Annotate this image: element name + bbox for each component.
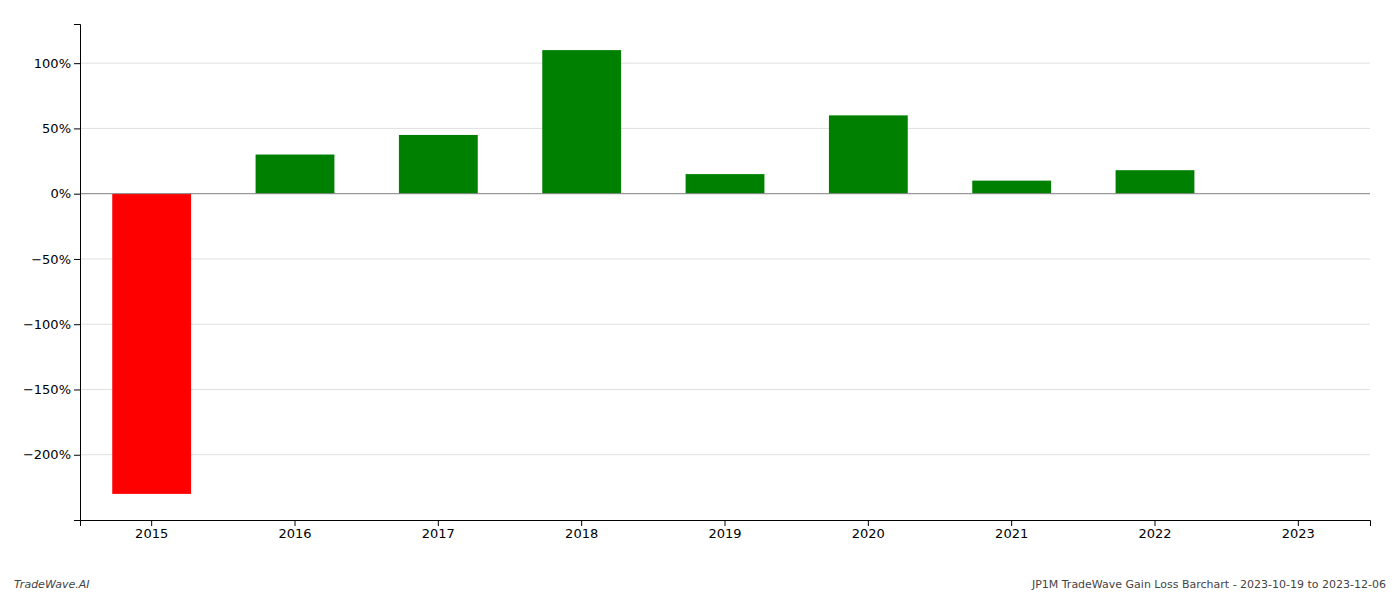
y-tick: 0%	[50, 186, 80, 201]
bar	[972, 181, 1051, 194]
x-tick-label: 2021	[995, 526, 1028, 541]
x-tick-label: 2015	[135, 526, 168, 541]
x-tick: 2018	[565, 520, 598, 541]
bar	[686, 174, 765, 194]
y-tick-label: −100%	[23, 317, 71, 332]
x-tick: 2019	[708, 520, 741, 541]
y-tick-mark	[74, 63, 80, 64]
grid-line	[80, 324, 1370, 325]
y-tick-mark	[74, 324, 80, 325]
grid-line	[80, 193, 1370, 194]
y-tick-mark	[74, 128, 80, 129]
x-tick-mark	[1011, 520, 1012, 526]
x-axis-line	[81, 521, 1371, 527]
y-tick: −100%	[23, 317, 80, 332]
grid-line	[80, 63, 1370, 64]
x-tick-label: 2019	[708, 526, 741, 541]
x-tick: 2016	[278, 520, 311, 541]
chart: −200% −150% −100% −50% 0% 50% 100% 2015 2016 2017…	[0, 0, 1400, 600]
y-tick-mark	[74, 389, 80, 390]
bar	[399, 135, 478, 194]
y-tick-mark	[74, 194, 80, 195]
x-tick-mark	[725, 520, 726, 526]
grid	[80, 63, 1370, 455]
bar	[829, 115, 908, 193]
x-tick-label: 2023	[1282, 526, 1315, 541]
y-axis-line	[74, 25, 81, 521]
x-tick-label: 2022	[1138, 526, 1171, 541]
grid-line	[80, 389, 1370, 390]
grid-line	[80, 128, 1370, 129]
x-tick-label: 2020	[852, 526, 885, 541]
y-tick-mark	[74, 259, 80, 260]
x-axis: 2015 2016 2017 2018 2019 2020 2021 2022 2023	[81, 520, 1371, 541]
x-tick: 2020	[852, 520, 885, 541]
y-tick-label: −50%	[31, 252, 71, 267]
plot-area: −200% −150% −100% −50% 0% 50% 100% 2015 2016 2017…	[23, 25, 1371, 542]
x-tick-mark	[1298, 520, 1299, 526]
x-tick-mark	[1155, 520, 1156, 526]
x-tick-label: 2018	[565, 526, 598, 541]
x-tick-mark	[868, 520, 869, 526]
y-tick-label: 100%	[34, 56, 71, 71]
x-tick: 2015	[135, 520, 168, 541]
y-tick-label: −200%	[23, 447, 71, 462]
x-tick-label: 2017	[422, 526, 455, 541]
grid-line	[80, 454, 1370, 455]
y-tick-mark	[74, 455, 80, 456]
y-tick-label: 0%	[50, 186, 71, 201]
x-tick-mark	[438, 520, 439, 526]
grid-line	[80, 258, 1370, 259]
x-tick-mark	[581, 520, 582, 526]
y-tick: 100%	[34, 56, 80, 71]
x-tick: 2022	[1138, 520, 1171, 541]
y-tick: −50%	[31, 252, 80, 267]
bar	[112, 194, 191, 494]
x-tick-label: 2016	[278, 526, 311, 541]
y-tick: −200%	[23, 447, 80, 462]
zero-line	[80, 193, 1370, 194]
bar	[542, 50, 621, 194]
x-tick: 2017	[422, 520, 455, 541]
x-tick: 2021	[995, 520, 1028, 541]
x-tick-mark	[295, 520, 296, 526]
y-tick: 50%	[42, 121, 80, 136]
y-tick-label: 50%	[42, 121, 71, 136]
footer-text: TradeWave.AI	[14, 578, 89, 591]
y-axis: −200% −150% −100% −50% 0% 50% 100%	[23, 25, 81, 521]
bar	[1116, 170, 1195, 193]
x-tick-mark	[151, 520, 152, 526]
bars	[112, 50, 1194, 494]
x-tick: 2023	[1282, 520, 1315, 541]
y-tick-label: −150%	[23, 382, 71, 397]
y-tick: −150%	[23, 382, 80, 397]
bar	[256, 155, 335, 194]
footer-text: JP1M TradeWave Gain Loss Barchart - 2023…	[1031, 578, 1386, 591]
